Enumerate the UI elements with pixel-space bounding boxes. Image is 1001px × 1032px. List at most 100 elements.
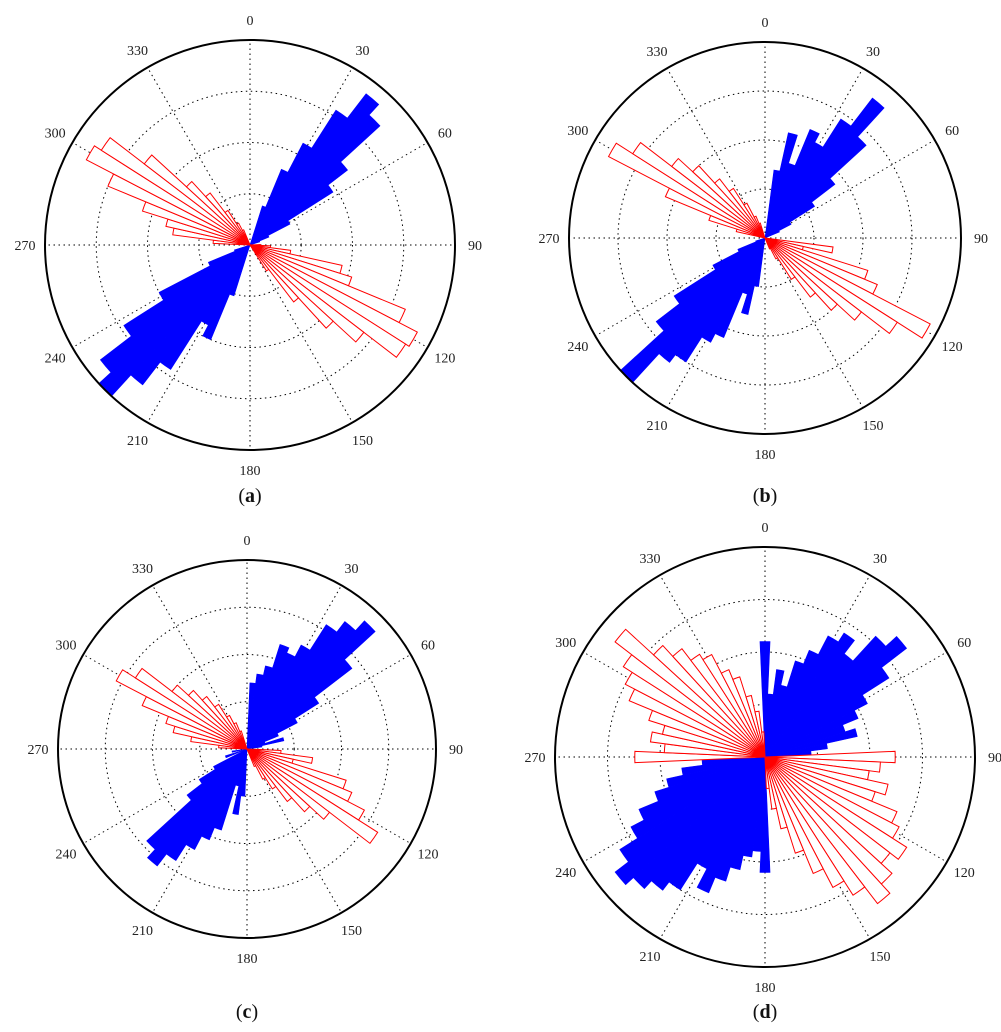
caption-open: ( <box>752 485 760 507</box>
caption-close: ) <box>770 1001 778 1023</box>
angle-tick-label: 120 <box>418 848 439 863</box>
petal-bar-blue <box>764 632 855 758</box>
caption-letter: d <box>759 1001 771 1023</box>
petal-bar-blue <box>246 696 320 750</box>
petal-bar-blue <box>249 235 270 246</box>
petal-bar-blue <box>198 748 248 784</box>
petal-bar-red <box>246 748 331 820</box>
petal-bar-blue <box>249 161 349 246</box>
angle-tick-label: 30 <box>866 45 880 60</box>
angle-tick-label: 270 <box>539 232 560 247</box>
angle-tick-label: 300 <box>567 124 588 139</box>
angle-tick-label: 90 <box>974 232 988 247</box>
angle-tick-label: 0 <box>762 16 769 31</box>
caption-close: ) <box>251 1001 259 1023</box>
rose-plot-d: 0 30 60 90 120 150 180 210 240 270 300 330 <box>525 521 1001 996</box>
petal-bar-red <box>764 237 796 281</box>
grid-circle <box>199 701 295 797</box>
angle-tick-label: 30 <box>345 562 359 577</box>
petal-bar-blue <box>246 745 263 750</box>
petal-bar-red <box>713 178 766 239</box>
angle-tick-label: 150 <box>863 419 884 434</box>
petal-bar-red <box>239 730 248 750</box>
petal-bar-red <box>246 748 379 845</box>
petal-bar-blue <box>213 748 248 770</box>
petal-bar-red <box>246 748 293 803</box>
petal-bar-red <box>224 209 251 246</box>
angle-tick-label: 120 <box>954 866 975 881</box>
caption-letter: c <box>242 1001 252 1023</box>
petal-bar-red <box>764 756 777 810</box>
petal-bar-blue <box>764 635 908 758</box>
petal-bar-red <box>249 244 418 348</box>
caption-close: ) <box>770 485 778 507</box>
petal-bar-blue <box>249 184 334 246</box>
petal-bar-red <box>614 628 766 758</box>
petal-bar-blue <box>202 244 251 341</box>
petal-bar-red <box>764 756 845 889</box>
petal-bar-red <box>702 653 766 758</box>
angle-tick-label: 150 <box>341 924 362 939</box>
caption-open: ( <box>752 1001 760 1023</box>
angle-tick-label: 60 <box>438 127 452 142</box>
petal-bar-red <box>100 136 251 246</box>
angle-tick-label: 180 <box>240 464 261 479</box>
caption-c: (c) <box>236 1001 258 1024</box>
petal-bar-blue <box>98 244 251 397</box>
petal-bar-blue <box>630 756 766 839</box>
petal-bar-red <box>764 237 772 250</box>
petal-bar-red <box>754 710 766 758</box>
petal-bar-red <box>246 748 311 813</box>
petal-bar-blue <box>764 728 858 758</box>
angle-tick-label: 0 <box>762 521 769 536</box>
angle-tick-label: 60 <box>957 636 971 651</box>
petal-bar-blue <box>673 237 766 305</box>
petal-bar-blue <box>146 748 248 867</box>
grid-circle <box>147 142 353 348</box>
petal-bar-red <box>728 187 766 239</box>
rose-chart-c: 0 30 60 90 120 150 180 210 240 270 300 330 (c) <box>0 520 501 1032</box>
angle-tick-label: 240 <box>555 866 576 881</box>
angle-tick-label: 90 <box>468 239 482 254</box>
petal-bar-red <box>171 684 248 750</box>
petal-bar-red <box>134 667 248 750</box>
petal-bar-blue <box>186 748 248 801</box>
petal-bar-blue <box>764 136 867 239</box>
petal-bar-blue <box>764 97 885 239</box>
petal-bar-blue <box>246 718 298 750</box>
petal-bar-red <box>670 157 766 239</box>
petal-bar-blue <box>666 756 766 788</box>
petal-bar-red <box>745 694 766 758</box>
petal-bar-red <box>764 756 788 830</box>
angle-tick-label: 210 <box>127 434 148 449</box>
grid-circle <box>715 188 815 288</box>
petal-bar-blue <box>764 667 890 758</box>
petal-bar-red <box>764 237 838 311</box>
petal-bar-red <box>764 756 805 854</box>
caption-close: ) <box>255 485 262 507</box>
angle-tick-label: 270 <box>15 239 36 254</box>
petal-bar-blue <box>246 620 376 750</box>
petal-bar-blue <box>249 93 380 246</box>
petal-bar-blue <box>619 756 766 863</box>
polar-frame <box>554 546 976 968</box>
angle-tick-label: 240 <box>567 340 588 355</box>
petal-bar-blue <box>764 743 828 758</box>
rose-plot-c: 0 30 60 90 120 150 180 210 240 270 300 330 <box>28 534 464 967</box>
petal-bar-red <box>634 750 766 764</box>
petal-bar-red <box>249 244 334 329</box>
angle-tick-label: 60 <box>421 639 435 654</box>
petal-bar-blue <box>249 114 381 246</box>
rose-chart-a: 0 30 60 90 120 150 180 210 240 270 300 330 (a) <box>0 0 501 520</box>
petal-bar-blue <box>737 237 766 252</box>
petal-bar-red <box>652 644 766 758</box>
grid-circle <box>104 606 390 892</box>
angle-tick-label: 210 <box>132 924 153 939</box>
angle-tick-label: 300 <box>555 636 576 651</box>
petal-bar-red <box>185 180 251 246</box>
caption-letter: a <box>245 485 255 507</box>
petal-bar-red <box>764 237 931 339</box>
petal-bar-blue <box>246 659 353 750</box>
petal-bar-blue <box>231 748 248 753</box>
rose-plot-b: 0 30 60 90 120 150 180 210 240 270 300 330 <box>539 16 989 463</box>
